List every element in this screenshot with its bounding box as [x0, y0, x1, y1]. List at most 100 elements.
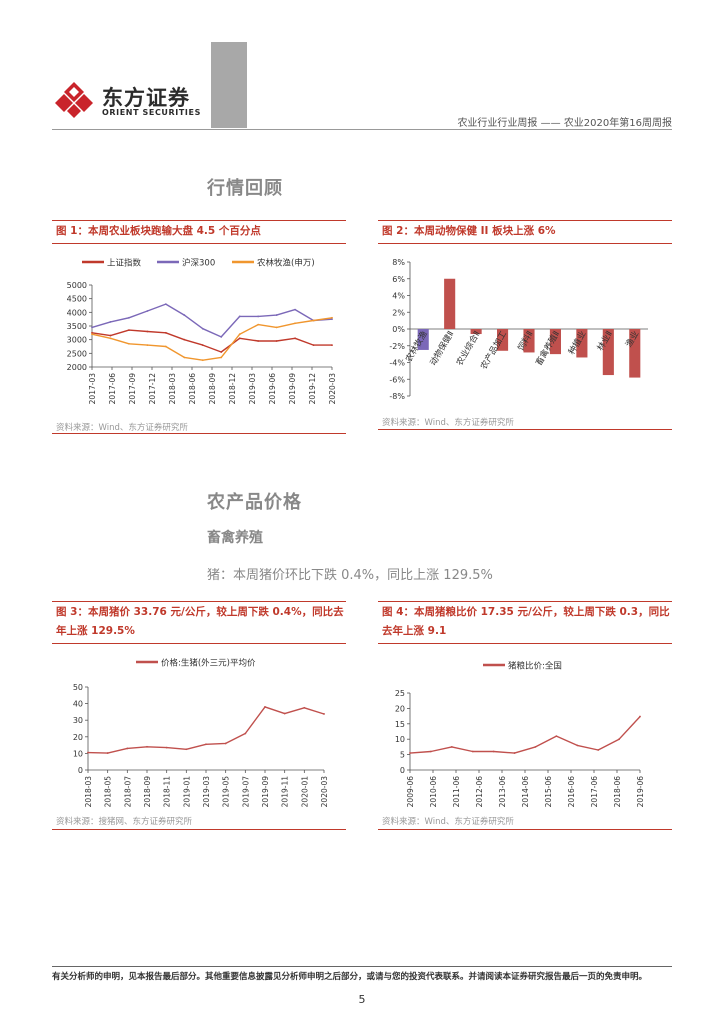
figure-2-title-rule [378, 243, 672, 244]
fig1-data-point [146, 310, 149, 312]
figure-1-source: 资料来源：Wind、东方证券研究所 [56, 423, 188, 433]
fig1-data-point [164, 331, 167, 334]
fig3-x-tick-label: 2019-03 [202, 776, 211, 808]
header-accent-bar [211, 42, 247, 128]
footer-divider [52, 966, 672, 967]
figure-4-panel: 图 4：本周猪粮比价 17.35 元/公斤，较上周下跌 0.3，同比去年上涨 9… [378, 601, 672, 831]
report-type: 农业行业行业周报 [457, 118, 538, 129]
fig3-x-tick-label: 2019-11 [281, 776, 290, 808]
fig4-data-point [576, 744, 579, 747]
fig1-y-tick-label: 4000 [67, 308, 87, 317]
fig4-x-tick-label: 2011-06 [452, 776, 461, 808]
fig4-y-tick-label: 20 [395, 704, 405, 713]
fig2-bar [549, 329, 561, 355]
fig3-data-point [244, 732, 247, 735]
fig1-data-point [220, 356, 223, 359]
fig4-x-tick-label: 2019-06 [636, 776, 645, 808]
fig4-series-line [409, 716, 641, 754]
fig2-y-tick-label: 4% [392, 292, 405, 301]
fig2-category-label: 动物保健Ⅱ [428, 329, 457, 368]
figure-1-title: 图 1：本周农业板块跑输大盘 4.5 个百分点 [56, 225, 261, 237]
fig1-series-line [91, 329, 332, 353]
fig1-data-point [312, 344, 315, 347]
figure-2-top-rule [378, 220, 672, 221]
fig1-x-tick-label: 2019-09 [288, 373, 297, 405]
fig3-y-tick-label: 40 [73, 700, 83, 709]
figure-1-panel: 图 1：本周农业板块跑输大盘 4.5 个百分点 2000 2500 3000 3500… [52, 220, 346, 435]
fig3-x-tick-label: 2019-05 [222, 776, 231, 808]
fig4-y-tick-label: 0 [400, 766, 405, 775]
fig3-y-tick-label: 30 [73, 716, 83, 725]
fig4-x-tick-label: 2009-06 [406, 776, 415, 808]
fig1-x-tick-label: 2018-03 [168, 373, 177, 405]
figure-2-panel: 图 2：本周动物保健 II 板块上涨 6% -8% -6% -4% -2% 0% 2% 4%… [378, 220, 672, 435]
fig1-data-point [164, 345, 167, 348]
fig4-y-tick-label: 25 [395, 689, 405, 698]
figure-3-top-rule [52, 601, 346, 602]
fig2-bar [417, 329, 429, 350]
fig3-y-tick-label: 20 [73, 733, 83, 742]
fig2-category-label: 农业综合Ⅱ [454, 329, 483, 368]
fig4-x-tick-label: 2014-06 [521, 776, 530, 808]
fig4-x-tick-label: 2018-06 [613, 776, 622, 808]
fig3-x-tick-label: 2020-03 [320, 776, 329, 808]
report-title: 农业2020年第16周周报 [563, 118, 672, 129]
fig3-series-line [87, 706, 325, 754]
fig4-legend-label: 猪粮比价:全国 [508, 661, 562, 672]
figure-4-chart: 0 5 10 15 20 25 2009-06 2010-06 2011-06 2012-06 20… [395, 661, 645, 808]
fig1-data-point [91, 326, 93, 329]
fig2-bar [497, 329, 509, 351]
fig1-legend-label: 农林牧渔(申万) [257, 258, 315, 269]
fig2-y-tick-label: 0% [392, 325, 405, 334]
fig1-x-tick-label: 2018-06 [188, 373, 197, 405]
fig1-data-point [128, 316, 130, 319]
fig2-y-tick-label: -6% [389, 375, 405, 384]
fig3-y-tick-label: 50 [73, 683, 83, 692]
fig3-data-point [185, 748, 188, 751]
fig1-series-line [91, 303, 333, 338]
fig1-data-point [257, 315, 260, 318]
fig1-data-point [183, 356, 186, 359]
fig1-data-point [238, 333, 241, 336]
fig3-x-tick-label: 2018-07 [123, 776, 132, 808]
fig1-x-tick-label: 2018-09 [208, 373, 217, 405]
fig3-x-tick-label: 2018-05 [104, 776, 113, 808]
fig1-y-tick-label: 3000 [67, 336, 87, 345]
figure-3-panel: 图 3：本周猪价 33.76 元/公斤，较上周下跌 0.4%，同比去年上涨 12… [52, 601, 346, 831]
fig4-data-point [534, 746, 537, 748]
fig1-data-point [201, 327, 204, 330]
fig3-data-point [323, 713, 325, 715]
fig1-data-point [238, 337, 241, 340]
fig3-data-point [264, 706, 266, 708]
fig3-data-point [205, 743, 207, 746]
fig1-data-point [164, 303, 167, 306]
fig1-x-tick-label: 2019-06 [268, 373, 277, 405]
figure-1-title-rule [52, 243, 346, 244]
figure-1-bottom-rule [52, 433, 346, 434]
fig4-data-point [597, 749, 600, 751]
fig4-x-tick-label: 2012-06 [475, 776, 484, 808]
fig4-y-tick-label: 5 [400, 751, 405, 760]
fig1-data-point [91, 331, 93, 334]
fig1-y-tick-label: 4500 [67, 295, 87, 304]
figure-2-title: 图 2：本周动物保健 II 板块上涨 6% [382, 225, 556, 237]
fig4-x-tick-label: 2013-06 [498, 776, 507, 808]
fig1-data-point [109, 334, 112, 337]
fig3-x-tick-label: 2018-09 [143, 776, 152, 808]
report-header-text: 农业行业行业周报 —— 农业2020年第16周周报 [457, 114, 672, 129]
fig1-data-point [257, 340, 260, 342]
fig4-data-point [513, 752, 516, 754]
fig3-x-tick-label: 2019-01 [182, 776, 191, 808]
fig3-x-tick-label: 2018-03 [84, 776, 93, 808]
fig4-x-tick-label: 2016-06 [567, 776, 576, 808]
fig2-bar [602, 329, 614, 376]
fig1-data-point [257, 323, 260, 326]
fig4-x-tick-label: 2015-06 [544, 776, 553, 808]
fig4-x-tick-label: 2010-06 [429, 776, 438, 808]
figure-4-title-rule [378, 643, 672, 644]
fig1-data-point [294, 337, 296, 340]
fig1-data-point [183, 314, 186, 316]
figure-2-source: 资料来源：Wind、东方证券研究所 [382, 418, 514, 428]
fig1-y-tick-label: 5000 [67, 281, 87, 290]
header-divider [52, 129, 672, 130]
